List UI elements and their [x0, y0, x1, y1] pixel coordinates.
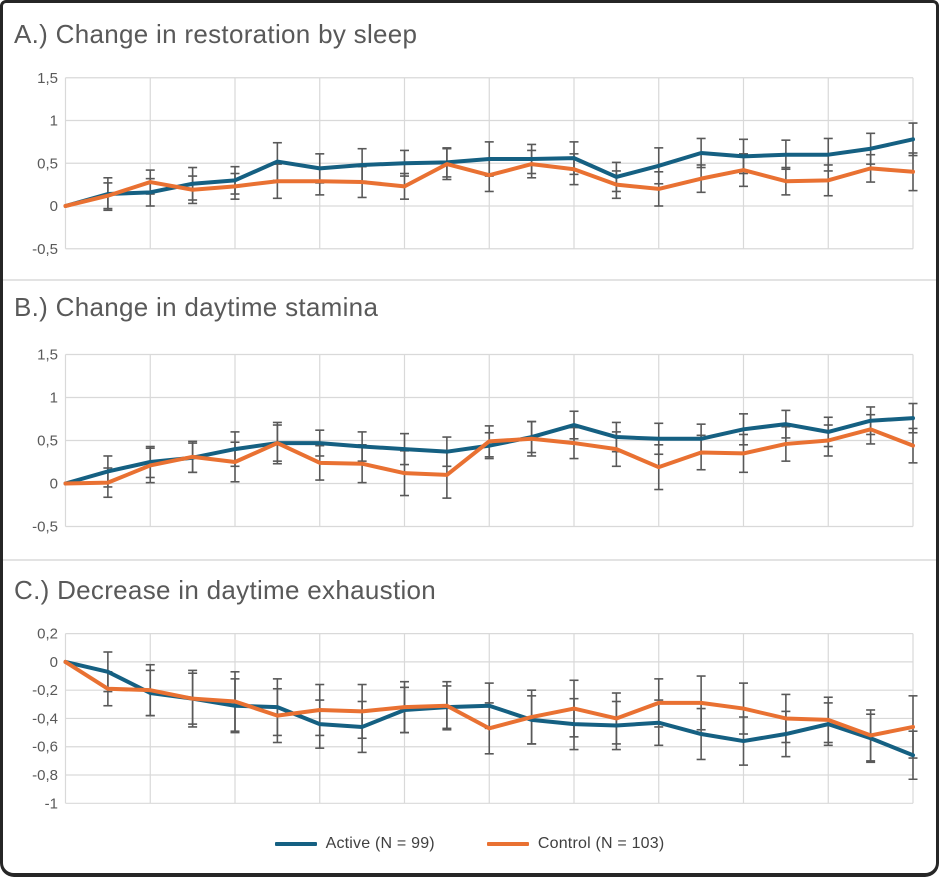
y-tick-label: 1,5: [37, 70, 58, 87]
y-tick-label: -0,4: [32, 710, 58, 727]
y-tick-label: 0,2: [37, 626, 58, 643]
control-series-line: [63, 427, 915, 486]
active-line-swatch: [274, 842, 317, 846]
legend-label-control: Control (N = 103): [537, 835, 665, 852]
legend-label-active: Active (N = 99): [325, 835, 435, 852]
y-tick-label: 1,5: [37, 347, 58, 364]
control-line-swatch: [486, 842, 529, 846]
y-tick-label: 0,5: [37, 155, 58, 172]
panel-separator: [3, 559, 936, 561]
legend: Active (N = 99) Control (N = 103): [3, 835, 936, 853]
control-series-line: [63, 659, 915, 738]
y-tick-label: 0: [50, 476, 58, 493]
y-tick-label: -0,2: [32, 682, 58, 699]
panel-c-title: C.) Decrease in daytime exhaustion: [14, 575, 437, 605]
panel-b-title: B.) Change in daytime stamina: [14, 292, 379, 322]
y-tick-label: -0,8: [32, 767, 58, 784]
y-tick-label: -0,5: [32, 519, 58, 536]
y-tick-label: 0: [50, 654, 58, 671]
y-tick-label: 0,5: [37, 433, 58, 450]
y-tick-label: 1: [50, 113, 58, 130]
active-series-line: [63, 416, 915, 486]
y-tick-label: -0,5: [32, 241, 58, 258]
legend-item-active: Active (N = 99): [274, 835, 435, 853]
panel-a-title: A.) Change in restoration by sleep: [14, 19, 418, 49]
panel-separator: [3, 279, 936, 281]
y-tick-label: -0,6: [32, 739, 58, 756]
y-tick-label: -1: [45, 795, 58, 812]
y-tick-label: 1: [50, 390, 58, 407]
y-tick-label: 0: [50, 198, 58, 215]
legend-item-control: Control (N = 103): [486, 835, 665, 853]
control-series-line: [63, 162, 915, 208]
active-series-line: [63, 137, 915, 208]
charts-canvas: 1,5 1 0,5 0 -0,5 1,5 1 0,5 0 -0,5 0,2 0 -0,2 -0,4 -0,6…: [32, 70, 918, 812]
